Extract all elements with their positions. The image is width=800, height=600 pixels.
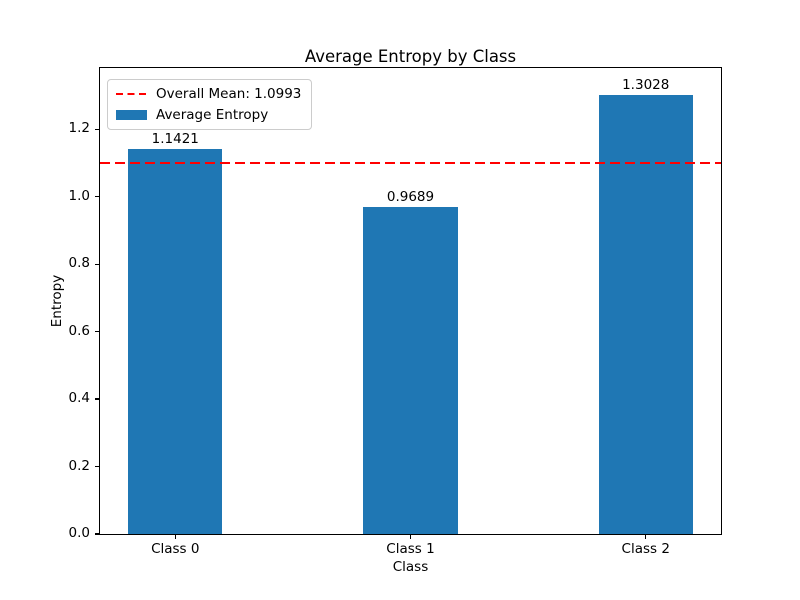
y-tick-mark [94,398,99,400]
bar-value-label: 1.1421 [151,130,199,147]
x-tick-mark [645,534,647,539]
plot-area: Overall Mean: 1.0993 Average Entropy 1.1… [69,67,722,557]
y-tick-mark [94,263,99,265]
y-tick-mark [94,196,99,198]
chart-title: Average Entropy by Class [304,47,517,66]
y-tick-mark [94,533,99,535]
bar-class-2 [598,94,693,534]
y-tick-mark [94,330,99,333]
legend-label-overall-mean: Overall Mean: 1.0993 [156,86,302,102]
x-axis-label: Class [392,559,429,575]
legend: Overall Mean: 1.0993 Average Entropy [107,79,313,130]
x-tick-label: Class 0 [151,541,200,557]
bar-class-0 [128,148,223,534]
bar-class-1 [363,207,458,534]
y-axis-label: Entropy [49,274,65,328]
bar-value-label: 0.9689 [386,189,435,206]
x-tick-mark [409,534,412,539]
y-tick-label: 1.2 [68,120,90,137]
legend-entry-average-entropy: Average Entropy [116,107,301,123]
bar-patch-legend-sample [116,110,147,120]
y-tick-label: 0.6 [68,322,90,339]
y-tick-label: 0.4 [68,390,90,407]
x-tick-label: Class 2 [621,541,670,557]
x-tick-mark [174,534,176,539]
y-tick-label: 0.2 [68,457,90,474]
y-tick-label: 0.0 [68,525,90,541]
y-tick-label: 0.8 [68,255,90,272]
legend-label-average-entropy: Average Entropy [156,107,269,123]
y-tick-label: 1.0 [68,187,90,204]
bar-value-label: 1.3028 [622,76,670,93]
y-tick-mark [94,465,99,468]
legend-entry-overall-mean: Overall Mean: 1.0993 [116,86,301,102]
y-tick-mark [94,128,99,131]
x-tick-label: Class 1 [386,541,435,557]
overall-mean-line [100,162,721,165]
dashed-line-legend-sample [116,93,147,95]
